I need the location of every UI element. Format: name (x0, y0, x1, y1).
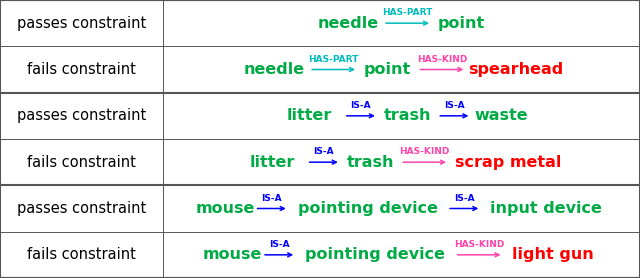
Text: litter: litter (250, 155, 294, 170)
Text: IS-A: IS-A (454, 194, 474, 203)
Text: passes constraint: passes constraint (17, 108, 146, 123)
Text: HAS-KIND: HAS-KIND (454, 240, 504, 249)
Text: IS-A: IS-A (261, 194, 282, 203)
Text: litter: litter (286, 108, 332, 123)
Text: IS-A: IS-A (444, 101, 465, 110)
Text: waste: waste (474, 108, 528, 123)
Text: needle: needle (244, 62, 305, 77)
Text: point: point (364, 62, 412, 77)
Text: passes constraint: passes constraint (17, 201, 146, 216)
Text: HAS-PART: HAS-PART (382, 8, 433, 18)
Text: IS-A: IS-A (351, 101, 371, 110)
Text: light gun: light gun (512, 247, 594, 262)
Text: pointing device: pointing device (298, 201, 438, 216)
Text: scrap metal: scrap metal (455, 155, 562, 170)
Text: trash: trash (347, 155, 394, 170)
Text: trash: trash (384, 108, 431, 123)
Text: HAS-KIND: HAS-KIND (399, 147, 450, 157)
Text: fails constraint: fails constraint (27, 247, 136, 262)
Text: HAS-PART: HAS-PART (308, 55, 359, 64)
Text: fails constraint: fails constraint (27, 62, 136, 77)
Text: mouse: mouse (203, 247, 262, 262)
Text: fails constraint: fails constraint (27, 155, 136, 170)
Text: passes constraint: passes constraint (17, 16, 146, 31)
Text: needle: needle (318, 16, 379, 31)
Text: HAS-KIND: HAS-KIND (417, 55, 467, 64)
Text: point: point (438, 16, 485, 31)
Text: spearhead: spearhead (468, 62, 563, 77)
Text: pointing device: pointing device (305, 247, 445, 262)
Text: IS-A: IS-A (269, 240, 289, 249)
Text: IS-A: IS-A (314, 147, 334, 157)
Text: mouse: mouse (195, 201, 255, 216)
Text: input device: input device (490, 201, 602, 216)
